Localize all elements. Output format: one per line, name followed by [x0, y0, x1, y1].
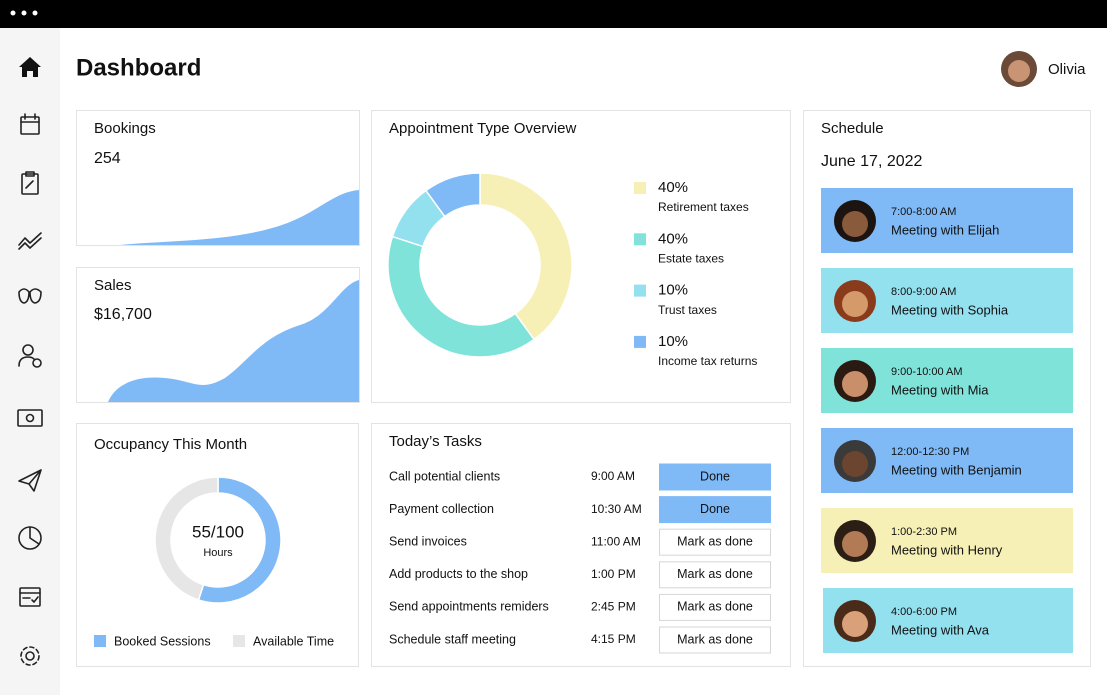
avatar-face: [842, 291, 868, 317]
task-name: Send invoices: [389, 534, 467, 548]
card-title: Today’s Tasks: [389, 433, 482, 450]
clipboard-icon[interactable]: [21, 171, 39, 195]
analytics-icon[interactable]: [18, 232, 42, 250]
legend-value: 40%: [658, 230, 688, 247]
task-time: 4:15 PM: [591, 632, 636, 646]
schedule-time: 7:00-8:00 AM: [891, 206, 956, 218]
task-time: 1:00 PM: [591, 567, 636, 581]
donut-segment: [154, 476, 219, 601]
schedule-time: 8:00-9:00 AM: [891, 286, 956, 298]
legend-swatch: [634, 284, 646, 297]
task-button-label[interactable]: Mark as done: [677, 534, 753, 548]
task-button-label[interactable]: Mark as done: [677, 567, 753, 581]
avatar-face: [842, 371, 868, 397]
schedule-date: June 17, 2022: [821, 153, 923, 170]
schedule-title: Meeting with Benjamin: [891, 462, 1022, 477]
legend-swatch: [634, 233, 646, 246]
schedule-title: Meeting with Sophia: [891, 302, 1009, 317]
window-bar: [0, 0, 1107, 28]
schedule-time: 9:00-10:00 AM: [891, 366, 963, 378]
task-button[interactable]: [659, 496, 771, 524]
legend-swatch: [634, 335, 646, 348]
task-button-label[interactable]: Done: [700, 469, 730, 483]
task-button[interactable]: [659, 463, 771, 491]
donut-center-label: 55/100: [192, 522, 244, 541]
legend-label: Estate taxes: [658, 251, 724, 265]
user-name[interactable]: Olivia: [1048, 61, 1086, 78]
legend-swatch: [233, 635, 245, 647]
legend-value: 10%: [658, 282, 688, 299]
avatar-face: [842, 451, 868, 477]
settings-icon[interactable]: [20, 646, 40, 666]
task-button[interactable]: [659, 528, 771, 556]
sparkline: [108, 280, 359, 402]
task-name: Send appointments remiders: [389, 600, 549, 614]
legend-label: Booked Sessions: [114, 634, 211, 648]
legend-label: Income tax returns: [658, 354, 757, 368]
card-title: Sales: [94, 277, 132, 294]
avatar-face: [842, 531, 868, 557]
task-time: 10:30 AM: [591, 502, 642, 516]
window-dot: [32, 10, 38, 16]
page-title: Dashboard: [76, 54, 201, 81]
task-time: 9:00 AM: [591, 469, 635, 483]
calendar-icon[interactable]: [20, 113, 40, 135]
schedule-time: 12:00-12:30 PM: [891, 446, 969, 458]
checklist-icon[interactable]: [19, 587, 41, 607]
schedule-title: Meeting with Ava: [891, 622, 990, 637]
sparkline: [120, 190, 359, 245]
schedule-title: Meeting with Elijah: [891, 222, 999, 237]
avatar-face: [842, 211, 868, 237]
donut-center-sublabel: Hours: [203, 547, 233, 559]
task-button[interactable]: [659, 593, 771, 621]
schedule-time: 1:00-2:30 PM: [891, 526, 957, 538]
sidebar: [0, 28, 60, 695]
legend-label: Available Time: [253, 634, 334, 648]
task-name: Call potential clients: [389, 469, 500, 483]
donut-segment: [387, 235, 536, 358]
task-button[interactable]: [659, 626, 771, 654]
legend-value: 10%: [658, 333, 688, 350]
legend-value: 40%: [658, 179, 688, 196]
task-time: 11:00 AM: [591, 534, 641, 548]
send-icon[interactable]: [18, 469, 42, 492]
task-time: 2:45 PM: [591, 600, 636, 614]
card-value: 254: [94, 150, 121, 167]
appointment-card: [371, 110, 791, 403]
sidebar-icons: [17, 57, 43, 666]
task-name: Payment collection: [389, 502, 494, 516]
task-button-label[interactable]: Done: [700, 502, 730, 516]
occupancy-card: [76, 423, 359, 667]
task-button-label[interactable]: Mark as done: [677, 632, 753, 646]
window-dot: [10, 10, 16, 16]
donut-segment: [479, 172, 573, 341]
pie-icon[interactable]: [18, 526, 42, 550]
card-title: Appointment Type Overview: [389, 120, 576, 137]
card-title: Schedule: [821, 120, 884, 137]
home-icon[interactable]: [19, 57, 41, 77]
schedule-title: Meeting with Henry: [891, 542, 1003, 557]
avatar-face: [1008, 60, 1030, 82]
card-title: Bookings: [94, 120, 156, 137]
schedule-title: Meeting with Mia: [891, 382, 989, 397]
card-title: Occupancy This Month: [94, 436, 247, 453]
legend-swatch: [634, 182, 646, 194]
avatar-face: [842, 611, 868, 637]
schedule-time: 4:00-6:00 PM: [891, 606, 957, 618]
card-value: $16,700: [94, 306, 152, 323]
legend-label: Retirement taxes: [658, 200, 749, 214]
legend-swatch: [94, 635, 106, 647]
money-icon[interactable]: [17, 409, 43, 427]
window-dot: [21, 10, 27, 16]
task-name: Schedule staff meeting: [389, 632, 516, 646]
donut-segment: [424, 172, 481, 218]
task-button-label[interactable]: Mark as done: [677, 600, 753, 614]
user-target-icon[interactable]: [18, 344, 42, 368]
task-name: Add products to the shop: [389, 567, 528, 581]
task-button[interactable]: [659, 561, 771, 589]
legend-label: Trust taxes: [658, 303, 717, 317]
masks-icon[interactable]: [18, 288, 42, 304]
